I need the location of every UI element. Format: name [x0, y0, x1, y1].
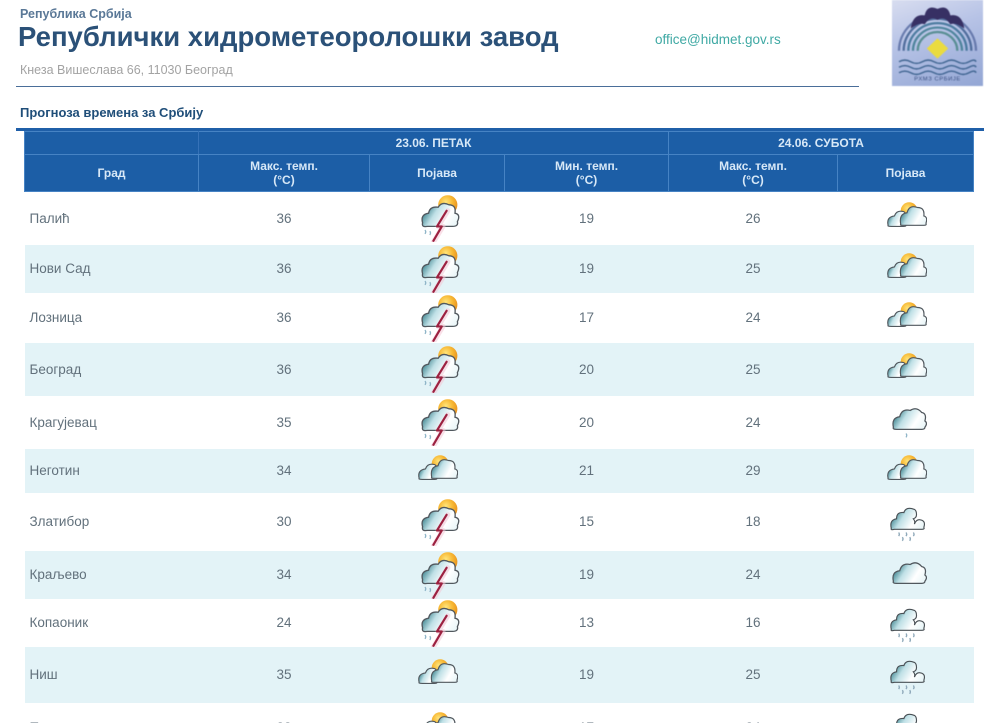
svg-text:РХМЗ СРБИЈЕ: РХМЗ СРБИЈЕ — [914, 77, 961, 83]
